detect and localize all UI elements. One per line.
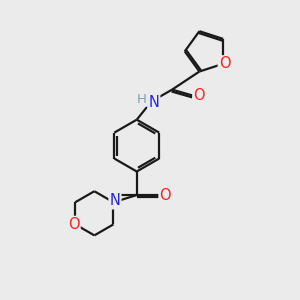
- Text: O: O: [160, 188, 171, 202]
- Text: N: N: [110, 193, 120, 208]
- Text: O: O: [219, 56, 230, 71]
- Text: H: H: [137, 93, 147, 106]
- Text: O: O: [68, 217, 80, 232]
- Text: N: N: [148, 95, 159, 110]
- Text: O: O: [194, 88, 205, 103]
